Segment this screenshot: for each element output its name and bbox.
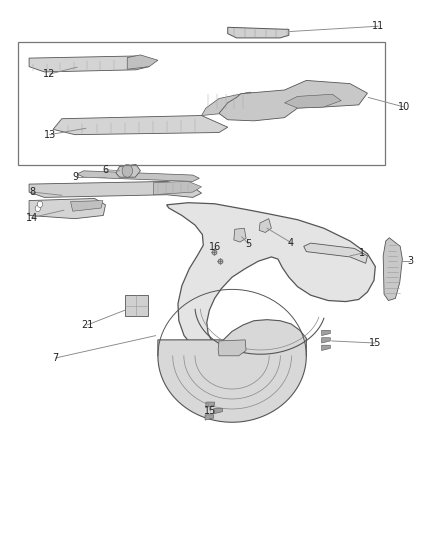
Polygon shape — [71, 200, 103, 211]
Text: 5: 5 — [246, 239, 252, 249]
Polygon shape — [205, 415, 214, 420]
Polygon shape — [166, 203, 375, 352]
Text: 8: 8 — [29, 187, 35, 197]
Polygon shape — [201, 92, 263, 116]
Polygon shape — [219, 80, 367, 121]
Polygon shape — [259, 219, 272, 232]
Polygon shape — [321, 345, 330, 351]
Text: 14: 14 — [26, 213, 38, 223]
Polygon shape — [321, 330, 330, 336]
Polygon shape — [153, 181, 201, 195]
Polygon shape — [158, 320, 306, 422]
Text: 3: 3 — [407, 256, 413, 266]
Bar — [125, 295, 148, 317]
Polygon shape — [383, 238, 403, 301]
Circle shape — [122, 165, 133, 177]
Text: 15: 15 — [204, 406, 216, 416]
Polygon shape — [29, 198, 106, 219]
Polygon shape — [228, 27, 289, 38]
Text: 12: 12 — [43, 69, 56, 79]
Text: 16: 16 — [209, 242, 222, 252]
Polygon shape — [321, 338, 330, 343]
Polygon shape — [29, 181, 201, 197]
Text: 4: 4 — [288, 238, 294, 247]
Bar — [18, 42, 385, 165]
Polygon shape — [214, 408, 223, 414]
Polygon shape — [29, 56, 149, 72]
Polygon shape — [206, 402, 215, 407]
Text: 9: 9 — [73, 172, 79, 182]
Polygon shape — [234, 228, 246, 242]
Polygon shape — [304, 243, 367, 263]
Polygon shape — [285, 94, 341, 108]
Text: 11: 11 — [372, 21, 385, 31]
Circle shape — [37, 201, 42, 207]
Circle shape — [35, 205, 40, 212]
Polygon shape — [77, 171, 199, 181]
Polygon shape — [116, 165, 141, 177]
Text: 10: 10 — [398, 102, 410, 112]
Text: 15: 15 — [369, 338, 381, 348]
Polygon shape — [218, 340, 246, 356]
Polygon shape — [53, 116, 228, 135]
Text: 21: 21 — [81, 320, 93, 330]
Text: 7: 7 — [53, 353, 59, 363]
Text: 6: 6 — [102, 165, 109, 175]
Polygon shape — [127, 55, 158, 69]
Text: 1: 1 — [359, 248, 365, 258]
Text: 13: 13 — [43, 130, 56, 140]
